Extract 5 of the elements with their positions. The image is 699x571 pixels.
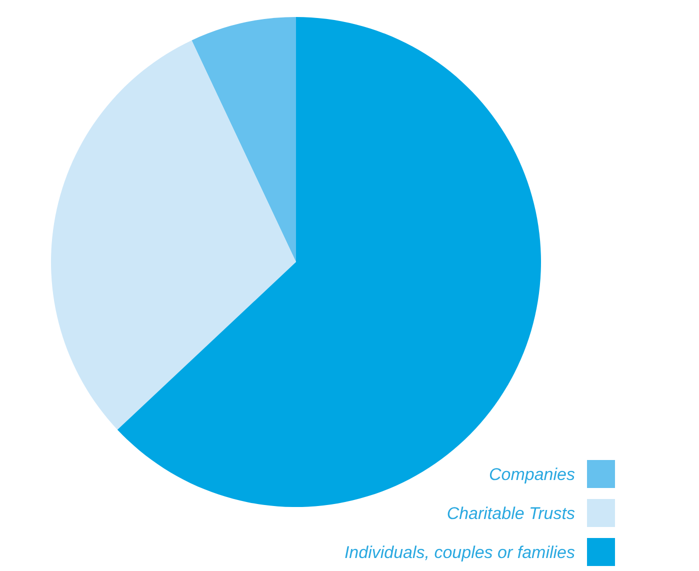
legend-label: Companies <box>489 465 576 484</box>
legend-label: Individuals, couples or families <box>344 543 576 562</box>
pie-slice <box>51 40 296 430</box>
pie-slice <box>192 17 296 262</box>
legend-label: Charitable Trusts <box>446 504 576 523</box>
